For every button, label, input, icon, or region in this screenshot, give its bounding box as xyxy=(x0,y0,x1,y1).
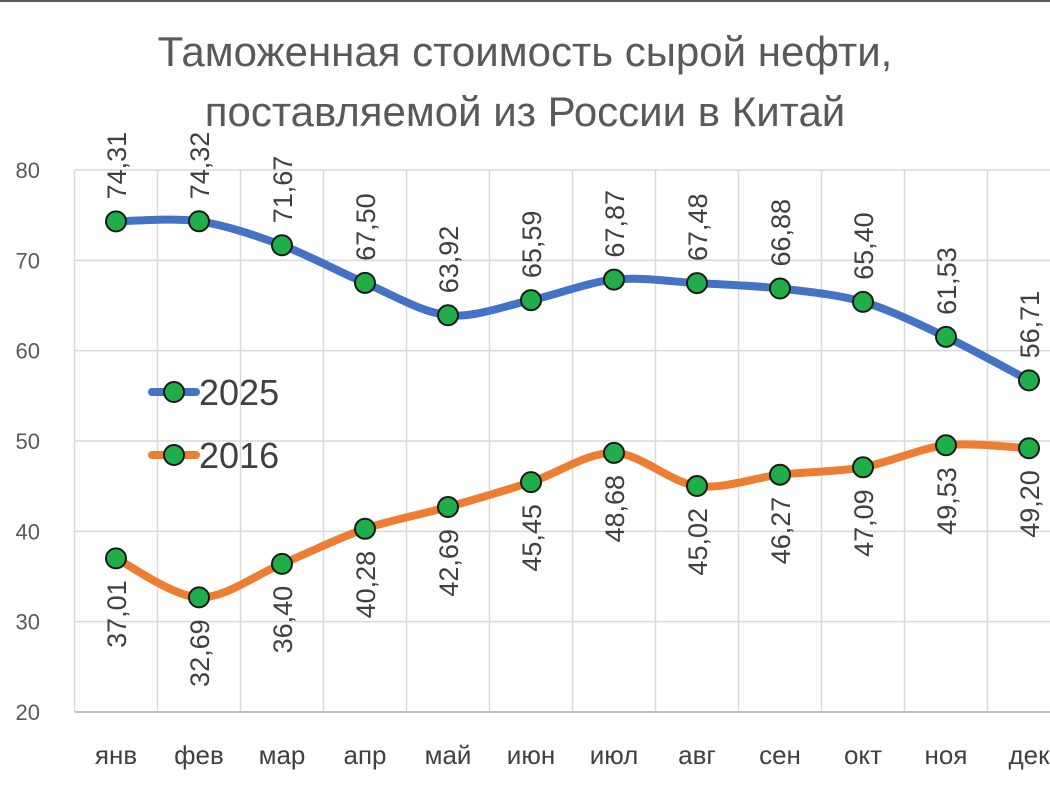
data-point-2025-5 xyxy=(520,289,542,312)
data-label-2016: 36,40 xyxy=(268,586,298,654)
data-point-2025-6 xyxy=(603,268,625,291)
data-label-2016: 49,53 xyxy=(932,467,962,535)
x-category-label: апр xyxy=(344,740,387,770)
data-point-2025-0 xyxy=(105,210,127,233)
y-tick-label: 50 xyxy=(16,429,40,454)
data-label-2025: 61,53 xyxy=(932,247,962,315)
x-category-label: фев xyxy=(174,740,224,770)
data-point-2016-4 xyxy=(437,496,459,519)
data-point-2016-7 xyxy=(686,474,708,497)
legend-marker-2016 xyxy=(163,444,185,466)
data-label-2016: 45,45 xyxy=(517,504,547,572)
data-label-2016: 37,01 xyxy=(102,580,132,648)
data-point-2025-10 xyxy=(935,325,957,348)
x-category-label: янв xyxy=(95,740,137,770)
data-label-2016: 42,69 xyxy=(434,529,464,597)
legend: 2025 2016 xyxy=(148,372,279,476)
data-label-2016: 47,09 xyxy=(849,489,879,557)
x-category-label: ноя xyxy=(925,740,968,770)
data-label-2025: 66,88 xyxy=(766,199,796,267)
series-layer xyxy=(105,210,1040,609)
x-category-label: мар xyxy=(259,740,306,770)
data-point-2025-4 xyxy=(437,304,459,327)
data-point-2016-11 xyxy=(1018,437,1040,460)
data-point-2016-6 xyxy=(603,441,625,464)
data-label-2016: 40,28 xyxy=(351,551,381,619)
legend-label-2016: 2016 xyxy=(199,435,279,476)
y-tick-label: 30 xyxy=(16,610,40,635)
x-category-label: май xyxy=(425,740,472,770)
y-tick-label: 40 xyxy=(16,519,40,544)
data-label-2016: 46,27 xyxy=(766,497,796,565)
y-tick-label: 70 xyxy=(16,248,40,273)
x-axis-categories: янв фев мар апр май июн июл авг сен окт ноя дек xyxy=(95,740,1050,770)
data-point-2016-2 xyxy=(271,552,293,575)
data-label-2025: 67,48 xyxy=(683,194,713,262)
y-tick-label: 80 xyxy=(16,158,40,183)
data-point-2016-0 xyxy=(105,547,127,570)
data-label-2025: 71,67 xyxy=(268,156,298,224)
data-labels: 74,31 74,32 71,67 67,50 63,92 65,59 67,87 67,48… xyxy=(102,132,1045,687)
data-label-2025: 74,32 xyxy=(185,132,215,200)
data-label-2025: 56,71 xyxy=(1015,291,1045,359)
data-point-2016-8 xyxy=(769,463,791,486)
data-label-2025: 67,87 xyxy=(600,190,630,258)
data-label-2025: 65,40 xyxy=(849,212,879,280)
data-point-2016-1 xyxy=(188,586,210,609)
y-axis-ticks: 20 30 40 50 60 70 80 xyxy=(16,158,40,725)
data-label-2016: 49,20 xyxy=(1015,470,1045,538)
chart-title-line-2: поставляемой из России в Китай xyxy=(205,88,846,135)
data-point-2025-2 xyxy=(271,234,293,257)
data-label-2016: 32,69 xyxy=(185,619,215,687)
legend-label-2025: 2025 xyxy=(199,372,279,413)
x-category-label: сен xyxy=(759,740,801,770)
data-label-2025: 65,59 xyxy=(517,211,547,279)
chart-title-line-1: Таможенная стоимость сырой нефти, xyxy=(158,28,893,75)
gridlines xyxy=(73,169,1050,713)
data-label-2025: 67,50 xyxy=(351,193,381,261)
x-category-label: окт xyxy=(844,740,882,770)
legend-marker-2025 xyxy=(163,381,185,403)
data-label-2025: 74,31 xyxy=(102,132,132,200)
data-point-2025-3 xyxy=(354,271,376,294)
data-point-2016-10 xyxy=(935,434,957,457)
x-category-label: июн xyxy=(507,740,555,770)
data-label-2025: 63,92 xyxy=(434,226,464,294)
data-label-2016: 48,68 xyxy=(600,475,630,543)
data-point-2025-7 xyxy=(686,272,708,295)
data-point-2025-11 xyxy=(1018,369,1040,392)
x-category-label: дек xyxy=(1008,740,1050,770)
data-point-2016-5 xyxy=(520,471,542,494)
data-label-2016: 45,02 xyxy=(683,508,713,576)
data-point-2025-9 xyxy=(852,290,874,313)
data-point-2016-3 xyxy=(354,517,376,540)
x-category-label: июл xyxy=(590,740,639,770)
data-point-2016-9 xyxy=(852,456,874,479)
x-category-label: авг xyxy=(678,740,716,770)
data-point-2025-1 xyxy=(188,210,210,233)
y-tick-label: 20 xyxy=(16,700,40,725)
y-tick-label: 60 xyxy=(16,339,40,364)
data-point-2025-8 xyxy=(769,277,791,300)
